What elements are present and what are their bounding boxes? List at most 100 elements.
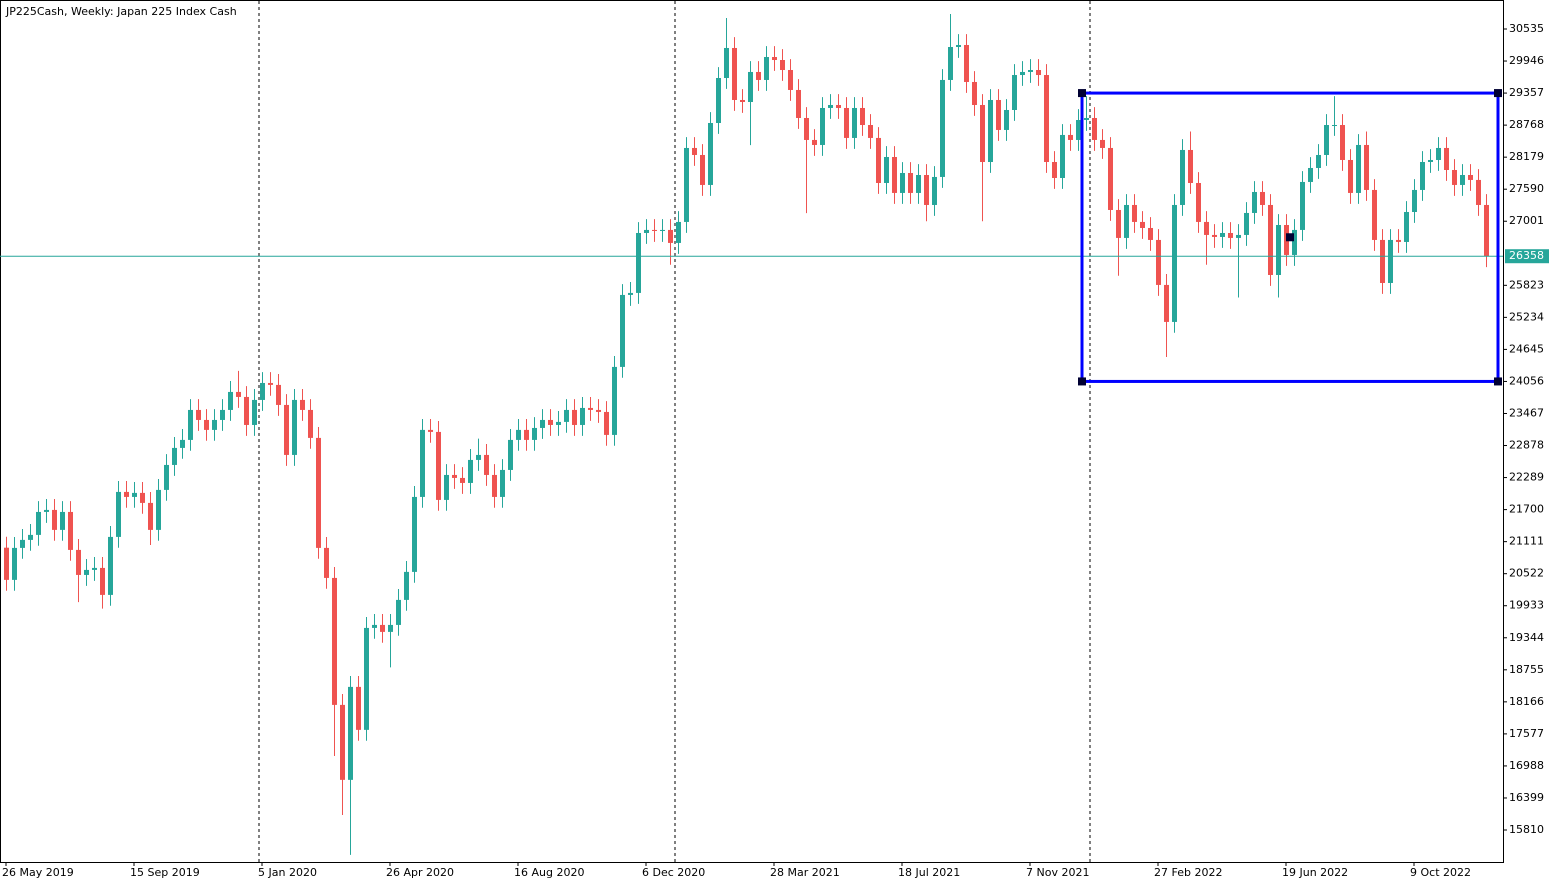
candle-body xyxy=(620,294,625,367)
candle-body xyxy=(132,492,137,497)
candle-body xyxy=(508,439,513,470)
x-tick-label: 18 Jul 2021 xyxy=(898,866,960,879)
x-tick-label: 5 Jan 2020 xyxy=(258,866,317,879)
y-tick-label: 24056 xyxy=(1509,374,1544,387)
candle-body xyxy=(1468,175,1473,180)
candle-body xyxy=(404,571,409,600)
candle-body xyxy=(1012,75,1017,110)
candle-body xyxy=(844,107,849,138)
candle-body xyxy=(732,47,737,100)
candle-body xyxy=(492,474,497,497)
candle-body xyxy=(308,409,313,438)
candle-body xyxy=(124,491,129,497)
candle-body xyxy=(884,156,889,183)
candle-body xyxy=(1316,154,1321,168)
candle-body xyxy=(108,536,113,595)
x-tick-label: 9 Oct 2022 xyxy=(1410,866,1471,879)
candle-body xyxy=(1412,189,1417,212)
y-tick-label: 22878 xyxy=(1509,439,1544,452)
candle-body xyxy=(668,229,673,243)
candle-body xyxy=(556,421,561,425)
candle-body xyxy=(660,229,665,231)
candle-body xyxy=(1212,234,1217,237)
candle-body xyxy=(796,89,801,118)
y-tick-label: 21700 xyxy=(1509,503,1544,516)
candle-body xyxy=(684,147,689,222)
candle-body xyxy=(1204,221,1209,235)
candle-body xyxy=(868,125,873,138)
candle-body xyxy=(1108,147,1113,210)
candle-body xyxy=(1388,239,1393,283)
candle-body xyxy=(940,79,945,177)
candle-body xyxy=(860,107,865,126)
candle-body xyxy=(292,399,297,455)
candle-body xyxy=(204,419,209,430)
candle-body xyxy=(164,464,169,490)
candle-body xyxy=(956,44,961,48)
candle-body xyxy=(1044,75,1049,162)
candle-body xyxy=(12,547,17,580)
candle-body xyxy=(1444,147,1449,170)
candle-body xyxy=(692,147,697,155)
candle-body xyxy=(1260,191,1265,205)
y-tick-label: 16988 xyxy=(1509,759,1544,772)
candle-body xyxy=(516,429,521,440)
y-tick-label: 29946 xyxy=(1509,54,1544,67)
x-tick-label: 19 Jun 2022 xyxy=(1282,866,1348,879)
candle-body xyxy=(1380,239,1385,283)
candle-body xyxy=(1308,167,1313,182)
candle-body xyxy=(1084,117,1089,121)
candle-body xyxy=(644,229,649,233)
candle-body xyxy=(572,409,577,425)
price-label-box xyxy=(1505,249,1549,264)
y-tick-label: 24645 xyxy=(1509,342,1544,355)
candle-body xyxy=(1156,239,1161,285)
candle-body xyxy=(1220,232,1225,237)
candle-body xyxy=(580,407,585,425)
candle-body xyxy=(1148,227,1153,240)
candle-body xyxy=(1100,139,1105,148)
candle-body xyxy=(444,474,449,500)
candle-body xyxy=(588,407,593,410)
rectangle-handle xyxy=(1078,89,1086,98)
candle-body xyxy=(356,686,361,730)
candle-body xyxy=(20,539,25,548)
candle-body xyxy=(460,477,465,483)
candle-body xyxy=(1188,149,1193,183)
candle-body xyxy=(724,47,729,79)
candle-body xyxy=(948,47,953,80)
x-tick-label: 28 Mar 2021 xyxy=(770,866,840,879)
rectangle-handle xyxy=(1286,233,1294,242)
candle-body xyxy=(748,71,753,102)
candle-body xyxy=(228,391,233,410)
candle-body xyxy=(500,469,505,497)
candle-body xyxy=(116,491,121,537)
candle-body xyxy=(188,409,193,440)
candle-body xyxy=(420,429,425,497)
y-tick-label: 20522 xyxy=(1509,567,1544,580)
candle-body xyxy=(764,57,769,80)
candle-body xyxy=(4,547,9,580)
candle-body xyxy=(1340,125,1345,160)
candle-body xyxy=(1476,179,1481,205)
candle-body xyxy=(1020,71,1025,76)
candle-body xyxy=(1356,144,1361,193)
y-tick-label: 30535 xyxy=(1509,22,1544,35)
candle-body xyxy=(1076,120,1081,140)
candle-body xyxy=(468,459,473,483)
candle-body xyxy=(908,172,913,193)
candle-body xyxy=(532,427,537,440)
candle-body xyxy=(388,624,393,632)
x-tick-label: 27 Feb 2022 xyxy=(1154,866,1222,879)
candle-body xyxy=(252,399,257,425)
y-tick-label: 15810 xyxy=(1509,823,1544,836)
candle-body xyxy=(100,567,105,595)
candle-body xyxy=(876,137,881,183)
candle-body xyxy=(396,599,401,625)
candle-body xyxy=(52,509,57,530)
candle-body xyxy=(1372,189,1377,240)
plot-frame xyxy=(0,0,1504,863)
candle-body xyxy=(1276,224,1281,275)
y-tick-label: 25823 xyxy=(1509,278,1544,291)
candle-body xyxy=(524,429,529,440)
